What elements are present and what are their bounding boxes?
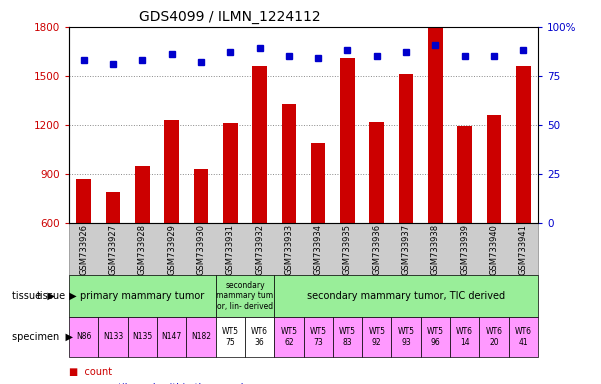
Bar xyxy=(281,104,296,223)
Text: GDS4099 / ILMN_1224112: GDS4099 / ILMN_1224112 xyxy=(139,10,321,25)
Bar xyxy=(194,169,209,223)
Text: N147: N147 xyxy=(162,333,182,341)
Text: WT6
36: WT6 36 xyxy=(251,327,268,347)
Bar xyxy=(311,143,326,223)
Text: N182: N182 xyxy=(191,333,211,341)
Bar xyxy=(223,123,237,223)
Text: primary mammary tumor: primary mammary tumor xyxy=(81,291,204,301)
Text: N133: N133 xyxy=(103,333,123,341)
Bar xyxy=(76,179,91,223)
Text: ■  count: ■ count xyxy=(69,367,112,377)
Text: WT5
93: WT5 93 xyxy=(397,327,415,347)
Bar xyxy=(398,74,413,223)
Bar xyxy=(135,166,150,223)
Text: WT6
14: WT6 14 xyxy=(456,327,473,347)
Bar xyxy=(164,120,179,223)
Text: WT5
62: WT5 62 xyxy=(280,327,297,347)
Bar xyxy=(487,115,501,223)
Text: secondary mammary tumor, TIC derived: secondary mammary tumor, TIC derived xyxy=(307,291,505,301)
Text: WT5
96: WT5 96 xyxy=(427,327,444,347)
Text: ■  percentile rank within the sample: ■ percentile rank within the sample xyxy=(69,383,249,384)
Text: WT5
73: WT5 73 xyxy=(310,327,327,347)
Text: tissue: tissue xyxy=(37,291,66,301)
Text: ▶: ▶ xyxy=(66,291,77,301)
Text: secondary
mammary tum
or, lin- derived: secondary mammary tum or, lin- derived xyxy=(216,281,273,311)
Bar xyxy=(516,66,531,223)
Bar xyxy=(428,27,443,223)
Text: tissue  ▶: tissue ▶ xyxy=(12,291,55,301)
Bar xyxy=(457,126,472,223)
Text: WT5
83: WT5 83 xyxy=(339,327,356,347)
Bar xyxy=(370,121,384,223)
Text: WT6
20: WT6 20 xyxy=(486,327,502,347)
Bar xyxy=(106,192,120,223)
Text: WT5
92: WT5 92 xyxy=(368,327,385,347)
Bar xyxy=(252,66,267,223)
Text: specimen  ▶: specimen ▶ xyxy=(12,332,73,342)
Bar xyxy=(340,58,355,223)
Text: N86: N86 xyxy=(76,333,91,341)
Text: WT5
75: WT5 75 xyxy=(222,327,239,347)
Text: WT6
41: WT6 41 xyxy=(514,327,532,347)
Text: N135: N135 xyxy=(132,333,153,341)
